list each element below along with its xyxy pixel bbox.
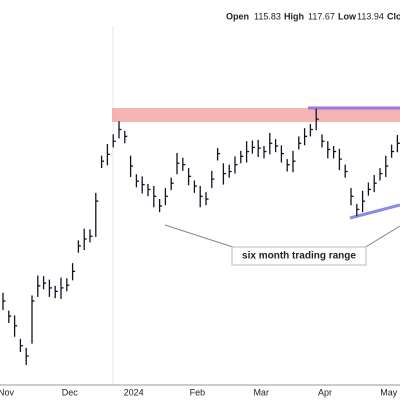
- low-value: 113.94: [357, 11, 384, 21]
- x-tick-label: May: [380, 387, 398, 397]
- x-tick-label: Feb: [190, 387, 206, 397]
- annotation-box: [231, 246, 367, 266]
- high-label: High: [284, 11, 304, 21]
- x-tick-label: Nov: [0, 387, 14, 397]
- close-label: Clo: [387, 11, 400, 21]
- header: Open 115.83 High 117.67 Low 113.94 Clo: [226, 11, 400, 21]
- x-tick-label: Dec: [62, 387, 79, 397]
- open-value: 115.83: [254, 11, 281, 21]
- low-label: Low: [338, 11, 357, 21]
- callout-line: [363, 225, 400, 249]
- open-label: Open: [226, 11, 249, 21]
- support-trendline: [349, 203, 400, 220]
- annotation: six month trading range: [242, 251, 356, 262]
- x-tick-label: 2024: [124, 387, 144, 397]
- resistance-zone: [112, 108, 400, 122]
- high-value: 117.67: [308, 11, 335, 21]
- callout-line: [164, 224, 237, 249]
- x-tick-label: Mar: [253, 387, 269, 397]
- x-tick-label: Apr: [318, 387, 332, 397]
